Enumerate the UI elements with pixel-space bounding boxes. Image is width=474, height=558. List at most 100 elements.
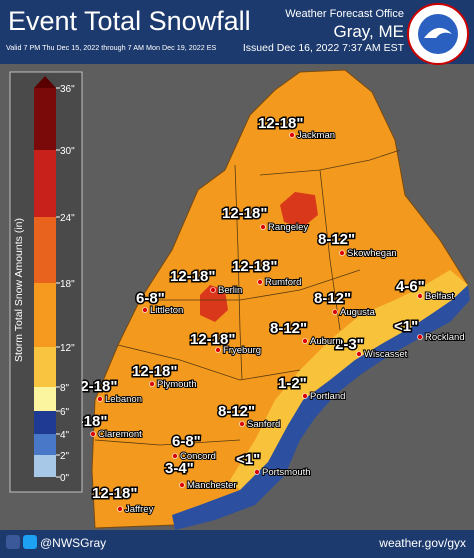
city-dot [149,381,155,387]
website: weather.gov/gyx [378,536,466,550]
city-dot [302,338,308,344]
amount-label: 12-18" [222,205,267,222]
city-label: Belfast [425,291,454,302]
legend-label: 4" [60,430,70,441]
footer-band [0,530,474,558]
amount-label: <1" [236,451,260,468]
city-label: Rumford [265,277,301,288]
office: Weather Forecast Office [285,8,404,20]
city-label: Augusta [340,307,376,318]
city-dot [142,307,148,313]
city-dot [117,506,123,512]
title: Event Total Snowfall [8,6,251,36]
county-line [259,149,401,176]
amount-label: 12-18" [258,115,303,132]
city-dot [260,224,266,230]
legend-swatch [34,455,56,477]
amount-label: 6-8" [172,433,201,450]
city-label: Portland [310,391,345,402]
city-label: Rangeley [268,222,308,233]
city-dot [254,469,260,475]
social-handle: @NWSGray [40,536,106,550]
map [91,69,470,530]
issued: Issued Dec 16, 2022 7:37 AM EST [243,42,405,54]
amount-label: 2-3" [335,336,364,353]
city-label: Claremont [98,429,142,440]
city-dot [417,293,423,299]
county-line [117,344,301,381]
city-dot [172,453,178,459]
city-dot [97,396,103,402]
amount-label: 12-18" [190,331,235,348]
county-line [140,269,361,301]
city-label: Auburn [310,336,341,347]
legend-label: 18" [60,279,75,290]
city-dot [332,309,338,315]
amount-label: 12-18" [72,378,117,395]
city-label: Berlin [218,285,242,296]
city-dot [90,431,96,437]
amount-label: 6-8" [136,290,165,307]
city-label: Lebanon [105,394,142,405]
amount-label: 1-2" [278,375,307,392]
legend-label: 8" [60,383,70,394]
legend-label: 0" [60,473,70,484]
legend-label: 24" [60,213,75,224]
city-label: Fryeburg [223,345,261,356]
legend-swatch [34,411,56,434]
city-dot [239,421,245,427]
city-dot [210,287,216,293]
legend-label: 30" [60,146,75,157]
city-label: Skowhegan [347,248,397,259]
heavy-patch [200,285,228,322]
legend-arrow [34,76,56,88]
legend-swatch [34,150,56,217]
amount-label: 12-18" [92,485,137,502]
legend-swatch [34,217,56,283]
nws-logo [407,3,469,65]
city-label: Sanford [247,419,280,430]
location: Gray, ME [333,22,404,41]
city-label: Jaffrey [125,504,154,515]
amount-label: 8-12" [318,231,355,248]
amount-label: 8-12" [314,290,351,307]
city-label: Littleton [150,305,183,316]
coast-band [172,285,470,530]
city-dot [417,334,423,340]
city-dot [302,393,308,399]
city-label: Rockland [425,332,465,343]
heavy-patch [280,192,318,228]
city-dot [339,250,345,256]
legend-title: Storm Total Snow Amounts (in) [13,218,25,362]
amount-label: 3-4" [165,460,194,477]
amount-label: 4-6" [396,278,425,295]
legend: 36" 30" 24" 18" 12" 8" 6" 4" 2" 0" [34,76,75,484]
amount-label: <1" [394,318,418,335]
legend-label: 12" [60,343,75,354]
legend-swatch [34,434,56,455]
city-dot [215,347,221,353]
boundaries [94,149,401,446]
state-line [234,164,243,381]
map-labels: 12-18" 12-18" 8-12" 12-18" 12-18" 6-8" 8-12" 4-… [61,114,466,517]
legend-label: 2" [60,451,70,462]
twitter-icon [23,535,37,549]
amount-label: 12-18" [232,258,277,275]
amount-label: 8-12" [218,403,255,420]
city-dot [257,279,263,285]
county-line [94,439,241,446]
amount-label: 12-18" [170,268,215,285]
city-dot [289,132,295,138]
city-label: Wiscasset [364,349,408,360]
facebook-icon [6,535,20,549]
city-label: Plymouth [157,379,197,390]
amount-label: 12-18" [132,363,177,380]
legend-swatch [34,387,56,411]
legend-label: 36" [60,84,75,95]
header-band [0,0,474,64]
legend-swatch [34,283,56,347]
city-dot [179,482,185,488]
legend-swatch [34,347,56,387]
city-dot [356,351,362,357]
